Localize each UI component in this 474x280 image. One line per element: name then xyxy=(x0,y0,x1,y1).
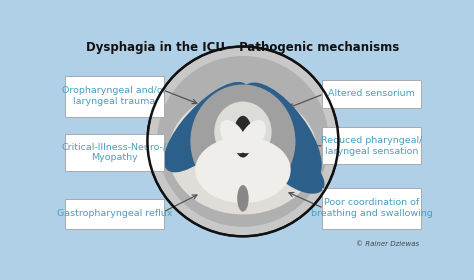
Ellipse shape xyxy=(239,120,266,153)
Ellipse shape xyxy=(240,83,322,181)
Ellipse shape xyxy=(168,91,318,214)
Ellipse shape xyxy=(195,137,291,203)
Text: Gastropharyngeal reflux: Gastropharyngeal reflux xyxy=(56,209,172,218)
Ellipse shape xyxy=(147,46,338,236)
Ellipse shape xyxy=(191,85,295,198)
Ellipse shape xyxy=(266,146,325,194)
Text: © Rainer Dziewas: © Rainer Dziewas xyxy=(356,241,419,247)
Ellipse shape xyxy=(233,116,253,158)
Ellipse shape xyxy=(220,120,247,153)
Ellipse shape xyxy=(214,102,272,162)
Text: Reduced pharyngeal/
laryngeal sensation: Reduced pharyngeal/ laryngeal sensation xyxy=(321,136,422,156)
FancyBboxPatch shape xyxy=(322,127,421,164)
FancyBboxPatch shape xyxy=(322,80,421,108)
FancyBboxPatch shape xyxy=(322,188,421,229)
Ellipse shape xyxy=(157,56,329,227)
FancyBboxPatch shape xyxy=(65,134,164,171)
FancyBboxPatch shape xyxy=(65,199,164,229)
Text: Dysphagia in the ICU – Pathogenic mechanisms: Dysphagia in the ICU – Pathogenic mechan… xyxy=(86,41,400,54)
Text: Altered sensorium: Altered sensorium xyxy=(328,90,415,99)
FancyBboxPatch shape xyxy=(65,76,164,116)
Text: Critical-Illness-Neuro-/
Myopathy: Critical-Illness-Neuro-/ Myopathy xyxy=(62,142,167,162)
Ellipse shape xyxy=(164,82,250,172)
Text: Poor coordination of
breathing and swallowing: Poor coordination of breathing and swall… xyxy=(310,198,432,218)
Ellipse shape xyxy=(237,185,249,212)
Text: Oropharyngeal and/or
laryngeal trauma: Oropharyngeal and/or laryngeal trauma xyxy=(62,86,167,106)
